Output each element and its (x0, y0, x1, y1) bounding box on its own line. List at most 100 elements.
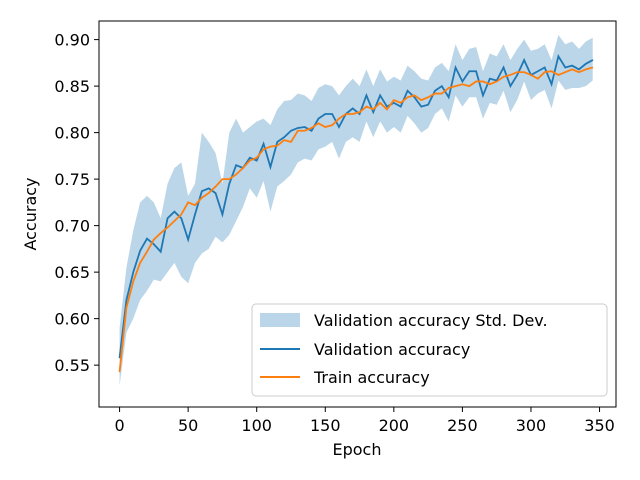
validation-point (441, 85, 443, 87)
train-point (496, 80, 498, 83)
train-point (461, 83, 464, 85)
validation-point (139, 250, 141, 252)
train-point (358, 111, 361, 113)
axes-frame (98, 20, 617, 408)
legend: Validation accuracy Std. Dev. Validation… (251, 303, 608, 397)
validation-point (269, 166, 272, 168)
train-point (118, 371, 121, 373)
validation-point (262, 143, 265, 145)
validation-point (249, 157, 251, 159)
validation-point (448, 96, 450, 98)
train-point (262, 148, 265, 150)
validation-point (523, 59, 525, 61)
validation-point (214, 192, 217, 194)
train-point (413, 94, 416, 97)
validation-point (544, 66, 546, 69)
validation-point (420, 105, 422, 108)
validation-point (502, 66, 505, 69)
train-point (304, 130, 306, 132)
validation-point (338, 126, 340, 128)
train-point (557, 74, 560, 76)
y-tick-label: 0.90 (54, 31, 90, 50)
x-tick-label: 200 (379, 416, 410, 435)
validation-point (427, 104, 429, 106)
train-point (454, 85, 457, 87)
x-tick-label: 150 (310, 416, 341, 435)
x-tick-label: 0 (114, 416, 124, 435)
train-point (125, 306, 128, 309)
validation-point (317, 118, 320, 120)
train-point (530, 74, 532, 76)
train-point (441, 92, 443, 95)
validation-point (413, 96, 416, 98)
x-tick-label: 100 (241, 416, 272, 435)
x-tick-label: 350 (584, 416, 615, 435)
train-point (297, 130, 299, 132)
validation-point (194, 213, 196, 216)
train-point (214, 185, 217, 188)
validation-point (304, 126, 306, 128)
train-point (386, 108, 388, 110)
train-point (242, 167, 244, 169)
validation-point (592, 59, 594, 61)
train-point (331, 124, 333, 126)
validation-point (406, 90, 409, 92)
validation-point (297, 127, 299, 129)
train-point (585, 68, 587, 70)
train-point (434, 92, 436, 95)
train-point (324, 126, 326, 128)
train-point (132, 280, 134, 283)
train-point (290, 141, 292, 143)
legend-band-label: Validation accuracy Std. Dev. (314, 311, 548, 330)
validation-point (290, 130, 292, 132)
train-accuracy-line (118, 66, 593, 372)
train-point (194, 204, 196, 206)
validation-point (461, 80, 464, 83)
train-point (571, 68, 573, 70)
validation-point (153, 243, 155, 245)
validation-point (256, 159, 258, 162)
validation-point (146, 238, 148, 240)
train-point (208, 192, 210, 194)
train-points (118, 66, 594, 373)
train-point (427, 96, 429, 98)
validation-point (118, 357, 121, 359)
train-point (523, 71, 525, 73)
y-tick-label: 0.80 (54, 124, 90, 143)
train-point (201, 197, 203, 199)
train-point (489, 83, 491, 85)
train-point (372, 108, 374, 110)
train-point (249, 159, 251, 162)
validation-point (557, 55, 560, 57)
validation-point (166, 217, 169, 219)
validation-point (208, 187, 210, 190)
validation-accuracy-line (118, 54, 594, 358)
train-point (153, 238, 155, 241)
validation-point (475, 70, 477, 72)
validation-point (434, 90, 436, 92)
validation-point (386, 105, 388, 108)
train-point (564, 71, 566, 73)
train-point (400, 102, 402, 104)
train-point (228, 178, 230, 180)
legend-box (251, 303, 608, 397)
validation-point (180, 217, 182, 219)
x-axis-label: Epoch (333, 440, 382, 459)
y-tick-label: 0.55 (54, 356, 90, 375)
validation-point (509, 85, 512, 87)
train-point (166, 226, 169, 229)
y-tick-label: 0.75 (54, 170, 90, 189)
validation-point (324, 113, 326, 115)
train-point (187, 201, 189, 203)
validation-point (393, 102, 395, 104)
train-point (448, 87, 450, 89)
train-point (317, 122, 320, 124)
train-point (276, 145, 278, 147)
train-point (180, 213, 182, 216)
validation-point (379, 94, 381, 97)
train-point (509, 74, 512, 76)
validation-point (352, 107, 354, 110)
train-point (221, 178, 224, 180)
validation-point (537, 70, 539, 72)
